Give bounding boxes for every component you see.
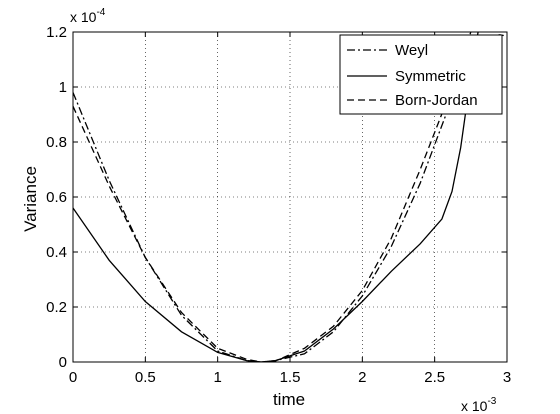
x-multiplier-exponent: -3 [487, 396, 496, 407]
x-multiplier: x 10-3 [461, 396, 497, 414]
y-tick-label: 0.8 [46, 134, 67, 151]
grid [73, 32, 507, 362]
legend-label-symmetric: Symmetric [395, 68, 466, 85]
series-line-symmetric [73, 32, 479, 362]
y-tick-label: 1.2 [46, 24, 67, 41]
y-multiplier: x 10-4 [70, 7, 106, 25]
x-tick-label: 1.5 [280, 369, 301, 386]
legend: Weyl Symmetric Born-Jordan [339, 34, 503, 115]
series-line-born-jordan [73, 32, 472, 362]
y-tick-label: 1 [59, 79, 67, 96]
y-tick-label: 0.2 [46, 299, 67, 316]
x-tick-label: 1 [213, 369, 221, 386]
legend-box [339, 34, 503, 115]
y-tick-label: 0.4 [46, 244, 67, 261]
x-tick-label: 0.5 [135, 369, 156, 386]
tick-labels: 0 0.5 1 1.5 2 2.5 3 0 0.2 0.4 0.6 0.8 1 1.2 [46, 24, 511, 386]
x-tick-label: 0 [69, 369, 77, 386]
legend-label-born-jordan: Born-Jordan [395, 92, 478, 109]
y-tick-label: 0.6 [46, 189, 67, 206]
y-tick-label: 0 [59, 354, 67, 371]
x-tick-label: 3 [503, 369, 511, 386]
legend-label-weyl: Weyl [395, 42, 428, 59]
x-tick-label: 2 [358, 369, 366, 386]
y-multiplier-exponent: -4 [96, 7, 105, 18]
y-axis-label: Variance [21, 166, 40, 232]
x-tick-label: 2.5 [424, 369, 445, 386]
x-axis-label: time [273, 390, 305, 409]
